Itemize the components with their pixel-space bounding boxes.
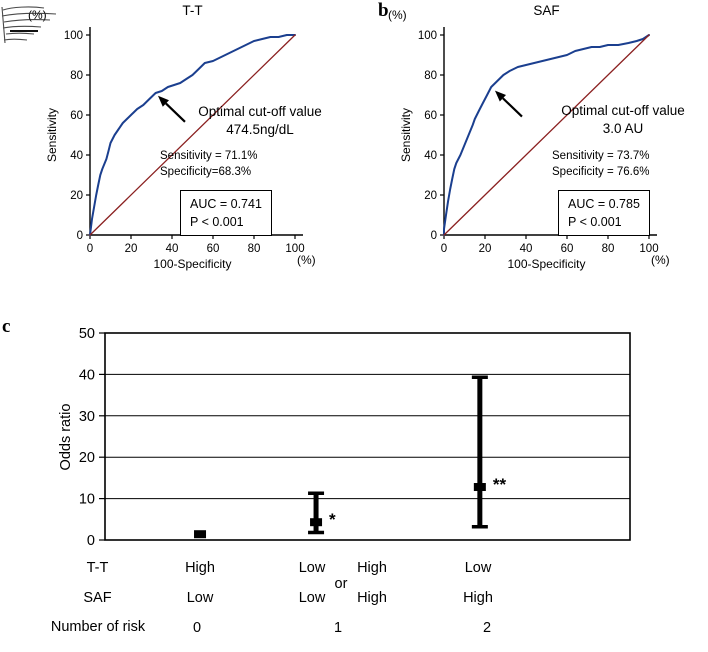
odds-ratio-marker — [473, 483, 486, 492]
x-tick-label: 20 — [125, 243, 138, 255]
or-word: or — [334, 576, 348, 592]
x-tick-label: 60 — [561, 243, 574, 255]
group0-saf-value: Low — [186, 590, 214, 606]
y-tick-label: 80 — [70, 70, 83, 82]
y-tick-label: 50 — [79, 326, 95, 342]
x-tick-label: 80 — [248, 243, 261, 255]
x-tick-label: 100 — [285, 243, 304, 255]
group1b-tt-value: High — [357, 560, 387, 576]
cutoff-value: 3.0 AU — [602, 120, 644, 136]
sensitivity-text: Sensitivity = 73.7% — [552, 150, 650, 162]
x-tick-label: 100 — [639, 243, 658, 255]
chart-title-saf: SAF — [533, 3, 560, 18]
cutoff-arrowhead — [494, 90, 506, 102]
y-tick-label: 20 — [424, 190, 437, 202]
cutoff-arrowhead — [157, 95, 169, 107]
significance-marker: ** — [493, 475, 507, 494]
specificity-text: Specificity=68.3% — [160, 166, 252, 179]
odds-ratio-marker — [310, 518, 323, 527]
group1b-saf-value: High — [357, 590, 387, 606]
x-tick-label: 0 — [441, 243, 447, 255]
y-tick-label: 20 — [79, 450, 95, 466]
corner-scribble-artifact — [1, 6, 57, 44]
y-axis-unit-tt: (%) — [28, 8, 47, 22]
x-axis-label-tt: 100-Specificity — [153, 257, 232, 271]
y-axis-label-tt: Sensitivity — [45, 107, 59, 163]
cutoff-text: Optimal cut-off value — [561, 103, 685, 118]
y-tick-label: 0 — [431, 230, 437, 242]
x-tick-label: 0 — [87, 243, 93, 255]
y-tick-label: 40 — [424, 150, 437, 162]
p-value: P < 0.001 — [568, 215, 622, 230]
group1a-saf-value: Low — [298, 590, 326, 606]
cutoff-arrow — [502, 97, 523, 118]
cutoff-arrow — [165, 102, 186, 123]
auc-value: AUC = 0.785 — [568, 197, 640, 211]
group0-tt-value: High — [185, 560, 215, 576]
sens-spec-annotation-tt: Sensitivity = 71.1% Specificity=68.3% — [160, 148, 257, 180]
roc-chart-saf: 00 20 20 40 40 60 60 80 80 100 100 — [418, 27, 659, 255]
y-axis-unit-saf: (%) — [388, 8, 407, 22]
odds-ratio-marker — [194, 530, 207, 539]
panel-roc-tt: 0 0 20 20 40 40 60 60 80 80 100 100 T-T (%) Sensiti… — [0, 0, 354, 300]
y-tick-label: 0 — [77, 230, 83, 242]
y-tick-label: 100 — [64, 30, 83, 42]
y-tick-label: 0 — [87, 533, 95, 549]
sensitivity-text: Sensitivity = 71.1% — [160, 150, 258, 162]
auc-box-saf: AUC = 0.785 P < 0.001 — [558, 190, 650, 237]
y-tick-label: 60 — [424, 110, 437, 122]
odds-ratio-axis-label: Odds ratio — [58, 403, 74, 471]
cutoff-annotation-tt: Optimal cut-off value 474.5ng/dL — [168, 103, 352, 138]
plot-frame — [104, 332, 631, 541]
group2-tt-value: Low — [464, 560, 492, 576]
cutoff-value: 474.5ng/dL — [226, 121, 294, 137]
panel-roc-saf: 0 0 20 20 40 40 60 60 80 80 100 100 SAF (%) Sensiti… — [354, 0, 708, 300]
x-axis-unit-tt: (%) — [297, 253, 316, 267]
y-tick-label: 80 — [424, 70, 437, 82]
y-tick-label: 60 — [70, 110, 83, 122]
group2-risk-count: 2 — [482, 620, 492, 636]
y-tick-label: 40 — [70, 150, 83, 162]
x-tick-label: 40 — [520, 243, 533, 255]
roc-chart-tt: 00 20 20 40 40 60 60 80 80 100 100 — [64, 27, 305, 255]
y-tick-label: 30 — [79, 409, 95, 425]
auc-box-tt: AUC = 0.741 P < 0.001 — [180, 190, 272, 237]
y-tick-label: 100 — [418, 30, 437, 42]
y-tick-label: 10 — [79, 492, 95, 508]
row-label-tt: T-T — [86, 560, 109, 576]
x-axis-label-saf: 100-Specificity — [507, 257, 586, 271]
panel-odds-ratio: 0 10 20 30 40 50 * ** Odds ratio T-T SAF Number… — [0, 310, 708, 652]
specificity-text: Specificity = 76.6% — [552, 166, 650, 179]
group1-risk-count: 1 — [333, 620, 343, 636]
panel-label-b: b — [378, 0, 389, 21]
roc-curve — [89, 34, 296, 236]
reference-diagonal — [89, 34, 296, 236]
x-tick-label: 40 — [166, 243, 179, 255]
panel-label-c: c — [2, 316, 11, 337]
x-tick-label: 60 — [207, 243, 220, 255]
x-tick-label: 80 — [602, 243, 615, 255]
group2-saf-value: High — [463, 590, 493, 606]
y-tick-label: 40 — [79, 367, 95, 383]
reference-diagonal — [443, 34, 650, 236]
cutoff-text: Optimal cut-off value — [198, 104, 322, 119]
chart-title-tt: T-T — [182, 3, 203, 18]
y-tick-label: 20 — [70, 190, 83, 202]
cutoff-annotation-saf: Optimal cut-off value 3.0 AU — [536, 102, 708, 137]
group1a-tt-value: Low — [298, 560, 326, 576]
y-axis-label-saf: Sensitivity — [399, 107, 413, 163]
x-axis-unit-saf: (%) — [651, 253, 670, 267]
sens-spec-annotation-saf: Sensitivity = 73.7% Specificity = 76.6% — [552, 148, 649, 180]
x-tick-label: 20 — [479, 243, 492, 255]
p-value: P < 0.001 — [190, 215, 244, 230]
row-label-saf: SAF — [83, 590, 112, 606]
row-label-number-of-risk: Number of risk — [50, 619, 146, 635]
significance-marker: * — [329, 510, 336, 529]
auc-value: AUC = 0.741 — [190, 197, 262, 211]
group0-risk-count: 0 — [192, 620, 202, 636]
roc-curve — [443, 34, 650, 236]
